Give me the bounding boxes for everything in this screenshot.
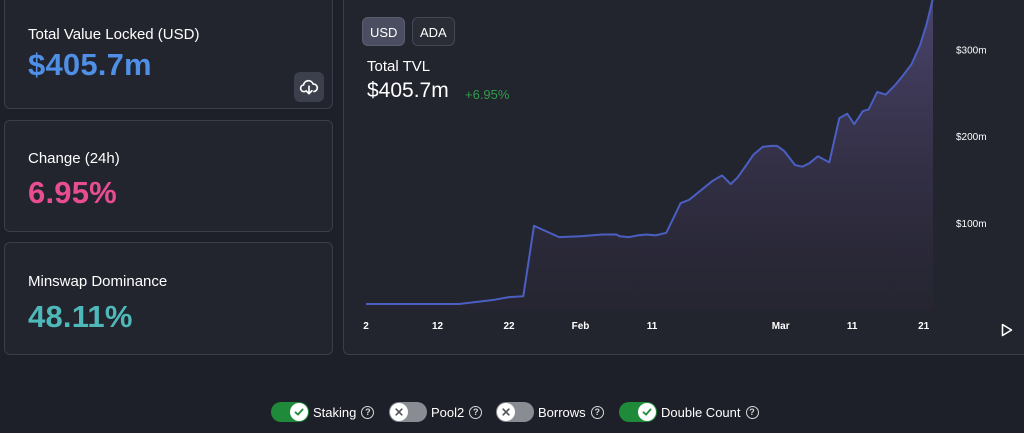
x-icon (395, 408, 403, 416)
double-count-label: Double Count (661, 404, 741, 420)
x-tick-label: 12 (432, 321, 444, 332)
toggle-staking[interactable]: Staking ? (271, 400, 375, 424)
check-icon (294, 408, 304, 416)
play-icon[interactable] (1001, 323, 1013, 342)
change-value: 6.95% (28, 175, 117, 210)
toggle-pool2[interactable]: Pool2 ? (389, 400, 483, 424)
change-card: Change (24h) 6.95% (4, 120, 333, 232)
staking-label: Staking (313, 404, 357, 420)
pool2-help-icon[interactable]: ? (469, 405, 483, 419)
x-tick-label: Mar (772, 321, 790, 332)
pool2-switch[interactable] (389, 402, 427, 422)
tvl-card: Total Value Locked (USD) $405.7m (4, 0, 333, 109)
double-count-help-icon[interactable]: ? (745, 405, 759, 419)
chart-value: $405.7m (367, 79, 449, 102)
x-icon (502, 408, 510, 416)
staking-switch[interactable] (271, 402, 309, 422)
change-label: Change (24h) (28, 150, 120, 167)
currency-ada-button[interactable]: ADA (412, 17, 455, 46)
chart-change: +6.95% (465, 87, 510, 102)
toggle-borrows[interactable]: Borrows ? (496, 400, 604, 424)
toggle-double-count[interactable]: Double Count ? (619, 400, 759, 424)
borrows-help-icon[interactable]: ? (590, 405, 604, 419)
pool2-label: Pool2 (431, 404, 465, 420)
check-icon (642, 408, 652, 416)
tvl-series-line (366, 0, 934, 305)
x-tick-label: 11 (847, 321, 858, 332)
tvl-area-fill (366, 0, 933, 311)
x-tick-label: Feb (572, 321, 590, 332)
x-tick-label: 11 (647, 321, 658, 332)
y-tick-label: $300m (956, 45, 987, 56)
borrows-label: Borrows (538, 404, 586, 420)
download-button[interactable] (294, 72, 324, 102)
tvl-chart-panel: USD ADA Total TVL $405.7m +6.95% $405.7m… (343, 0, 1024, 355)
chart-title: Total TVL (367, 58, 431, 75)
double-count-switch[interactable] (619, 402, 657, 422)
x-tick-label: 2 (363, 321, 369, 332)
y-tick-label: $100m (956, 219, 987, 230)
y-tick-label: $200m (956, 132, 987, 143)
tvl-label: Total Value Locked (USD) (28, 26, 200, 43)
borrows-switch[interactable] (496, 402, 534, 422)
cloud-download-icon (299, 79, 319, 95)
staking-help-icon[interactable]: ? (361, 405, 375, 419)
tvl-area-chart[interactable]: $405.7m$100m$200m$300m$500m21222Feb11Mar… (344, 0, 1024, 356)
footer-toggles: Staking ? Pool2 ? Borrows ? Double Count… (0, 400, 1024, 424)
currency-usd-button[interactable]: USD (362, 17, 406, 46)
x-tick-label: 22 (503, 321, 515, 332)
dominance-card: Minswap Dominance 48.11% (4, 242, 333, 355)
dominance-value: 48.11% (28, 299, 133, 334)
dominance-label: Minswap Dominance (28, 273, 168, 290)
tvl-value: $405.7m (28, 47, 152, 82)
x-tick-label: 21 (918, 321, 930, 332)
